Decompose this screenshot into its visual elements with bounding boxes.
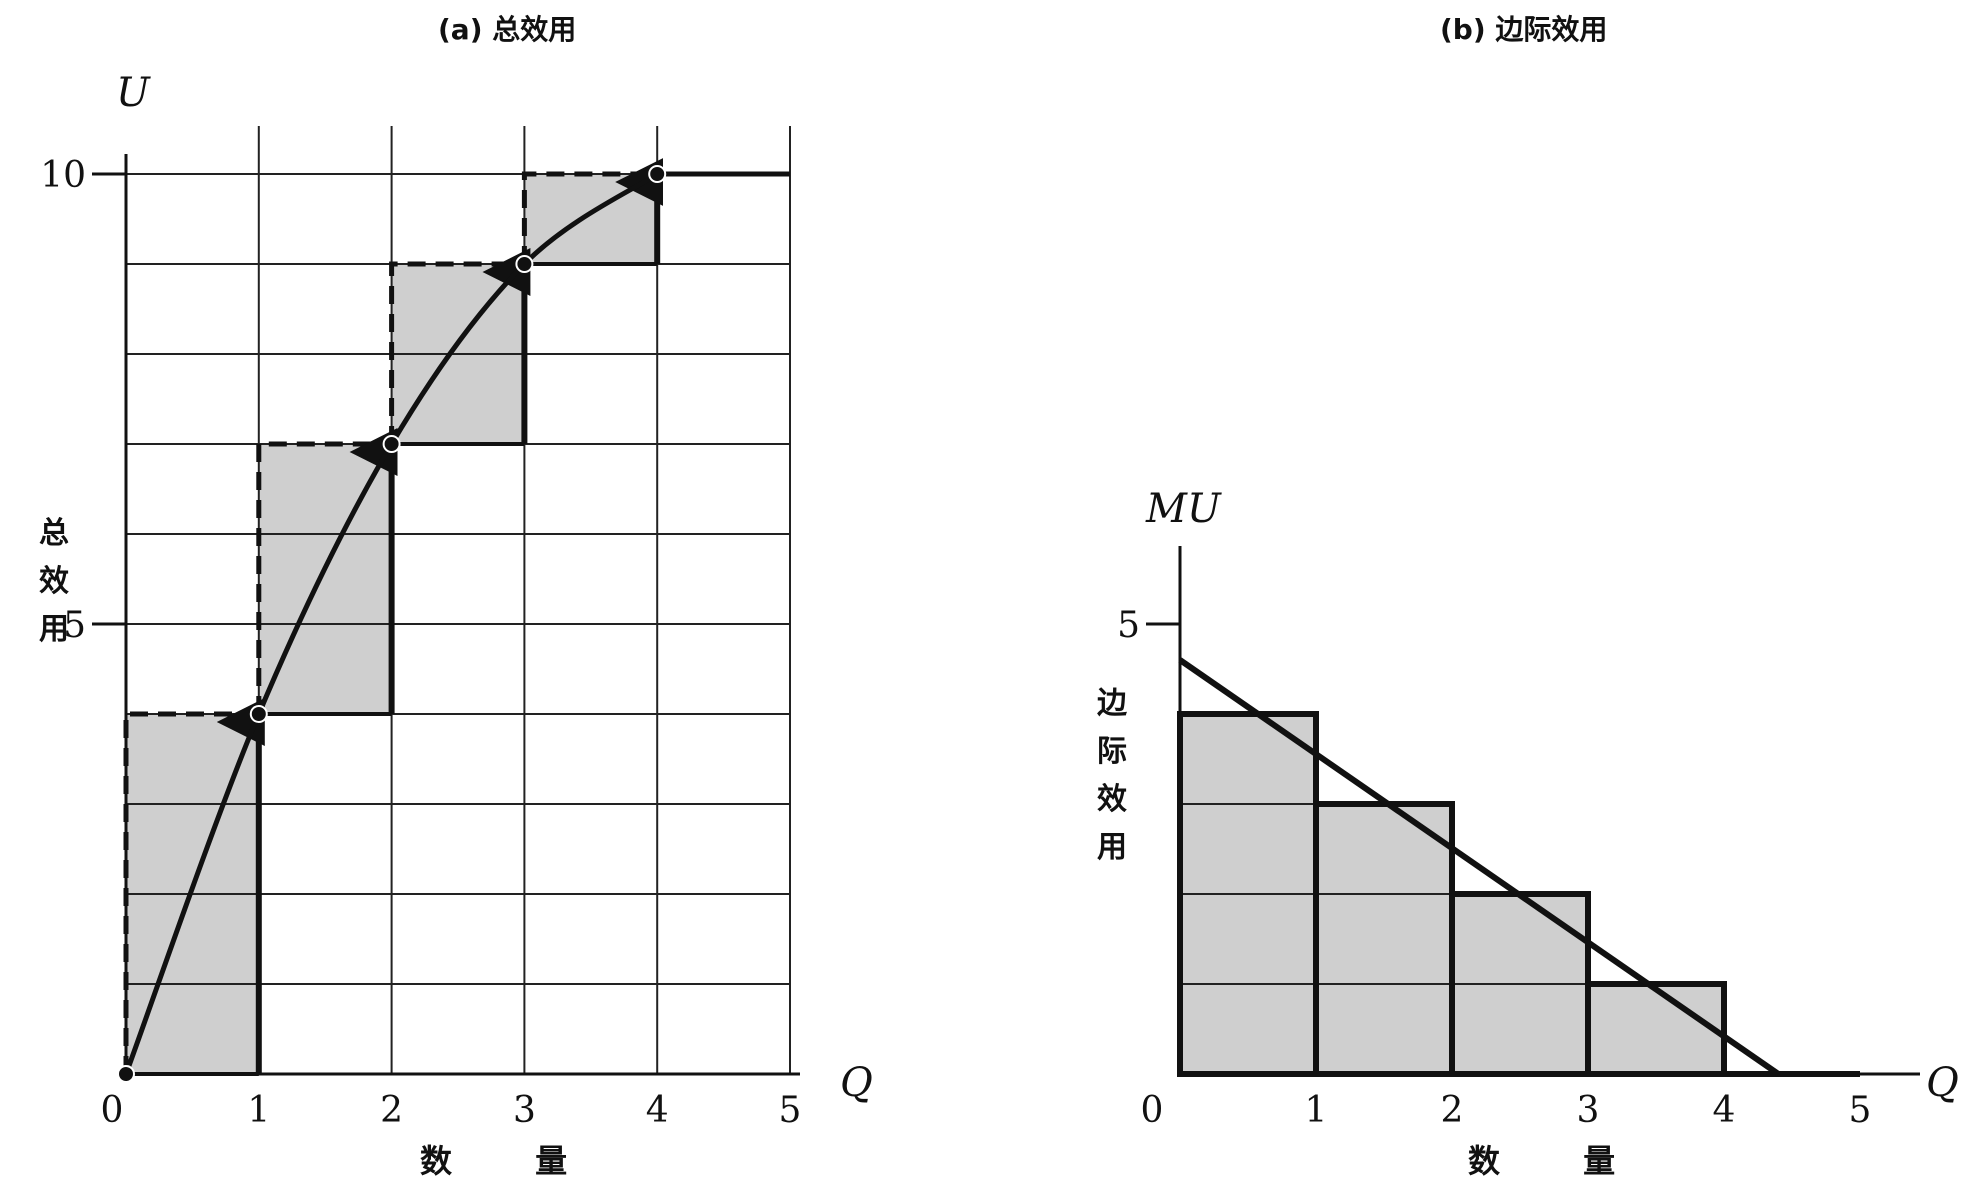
mu-bar xyxy=(1588,984,1724,1074)
data-point xyxy=(382,435,401,453)
x-tick-label: 0 xyxy=(1141,1090,1164,1131)
x-tick-label: 3 xyxy=(1577,1090,1600,1131)
panel-b-x-symbol: Q xyxy=(1926,1060,1959,1106)
y-tick-label: 10 xyxy=(40,155,86,196)
x-tick-label: 2 xyxy=(1441,1090,1464,1131)
x-tick-label: 2 xyxy=(380,1090,403,1131)
panel-a-title: (a) 总效用 xyxy=(438,13,577,46)
y-tick-label: 5 xyxy=(63,605,86,646)
panel-b-x-label: 数 量 xyxy=(1468,1142,1652,1180)
x-tick-label: 3 xyxy=(513,1090,536,1131)
y-label-char: 用 xyxy=(1097,830,1127,865)
panel-b-plot: 5 0 1 2 3 4 5 xyxy=(1117,546,1920,1131)
step-shade xyxy=(258,444,392,714)
y-label-char: 际 xyxy=(1097,734,1127,769)
x-tick-label: 1 xyxy=(247,1090,270,1131)
panel-a-y-symbol: U xyxy=(116,70,150,116)
panel-a-x-label: 数 量 xyxy=(420,1142,604,1180)
x-tick-label: 5 xyxy=(1849,1090,1872,1131)
data-point xyxy=(515,255,534,273)
x-tick-label: 4 xyxy=(1713,1090,1736,1131)
y-label-char: 边 xyxy=(1097,686,1127,721)
data-point xyxy=(648,165,667,183)
step-dashed-outline xyxy=(256,441,392,714)
panel-a-x-symbol: Q xyxy=(840,1060,873,1106)
y-label-char: 用 xyxy=(39,612,69,647)
data-point xyxy=(117,1065,135,1083)
panel-a-y-label: 总效用 xyxy=(36,510,72,654)
y-label-char: 效 xyxy=(39,564,69,599)
x-tick-label: 5 xyxy=(779,1090,802,1131)
total-utility-curve xyxy=(123,171,659,1075)
data-point xyxy=(249,705,268,723)
panel-a-plot: 5 10 0 1 2 3 4 5 xyxy=(40,126,801,1131)
panel-b-title: (b) 边际效用 xyxy=(1440,13,1608,46)
mu-trend-line xyxy=(1178,657,1781,1077)
y-tick-label: 5 xyxy=(1117,605,1140,646)
step-dashed-outline xyxy=(389,261,525,444)
x-tick-label: 4 xyxy=(646,1090,669,1131)
x-tick-label: 0 xyxy=(101,1090,124,1131)
panel-b-y-label: 边际效用 xyxy=(1094,680,1130,872)
mu-bar xyxy=(1316,804,1452,1074)
panel-b-y-symbol: MU xyxy=(1146,486,1221,532)
x-tick-label: 1 xyxy=(1305,1090,1328,1131)
y-label-char: 总 xyxy=(39,516,69,551)
step-dashed-outline xyxy=(521,171,658,264)
y-label-char: 效 xyxy=(1097,782,1127,817)
